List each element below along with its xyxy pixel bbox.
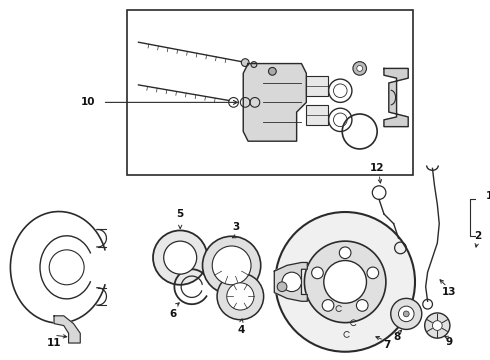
Circle shape <box>312 267 323 279</box>
Text: 2: 2 <box>474 231 482 241</box>
Text: 12: 12 <box>370 163 385 174</box>
Bar <box>306 76 328 96</box>
Circle shape <box>217 273 264 320</box>
Polygon shape <box>243 64 306 141</box>
Text: 11: 11 <box>47 338 61 348</box>
Circle shape <box>227 283 254 310</box>
Polygon shape <box>384 68 408 127</box>
Circle shape <box>164 241 196 274</box>
Circle shape <box>212 246 251 285</box>
Text: 8: 8 <box>393 332 400 342</box>
Text: 6: 6 <box>170 309 177 319</box>
Circle shape <box>391 298 422 329</box>
Circle shape <box>153 230 207 285</box>
Text: 5: 5 <box>176 209 184 219</box>
Circle shape <box>353 62 367 75</box>
Text: 7: 7 <box>383 340 391 350</box>
Bar <box>127 10 413 175</box>
Bar <box>470 199 490 236</box>
Circle shape <box>269 67 276 75</box>
Circle shape <box>241 59 249 67</box>
Circle shape <box>251 62 257 67</box>
Circle shape <box>339 247 351 258</box>
Text: 10: 10 <box>81 97 95 107</box>
Text: 13: 13 <box>441 287 456 297</box>
Polygon shape <box>274 262 307 301</box>
Circle shape <box>277 282 287 292</box>
Circle shape <box>275 212 415 352</box>
Circle shape <box>202 236 261 294</box>
Circle shape <box>356 300 368 311</box>
Text: 1: 1 <box>486 190 490 201</box>
Circle shape <box>322 300 334 311</box>
Text: 4: 4 <box>238 325 245 336</box>
Circle shape <box>403 311 409 317</box>
Circle shape <box>425 313 450 338</box>
Text: 3: 3 <box>232 221 239 231</box>
Circle shape <box>324 261 367 303</box>
Circle shape <box>367 267 379 279</box>
Bar <box>306 105 328 125</box>
Circle shape <box>357 66 363 71</box>
Polygon shape <box>54 316 80 343</box>
Text: 9: 9 <box>445 337 453 347</box>
Circle shape <box>398 306 414 321</box>
Circle shape <box>433 321 442 330</box>
Circle shape <box>304 241 386 323</box>
Circle shape <box>282 272 301 292</box>
